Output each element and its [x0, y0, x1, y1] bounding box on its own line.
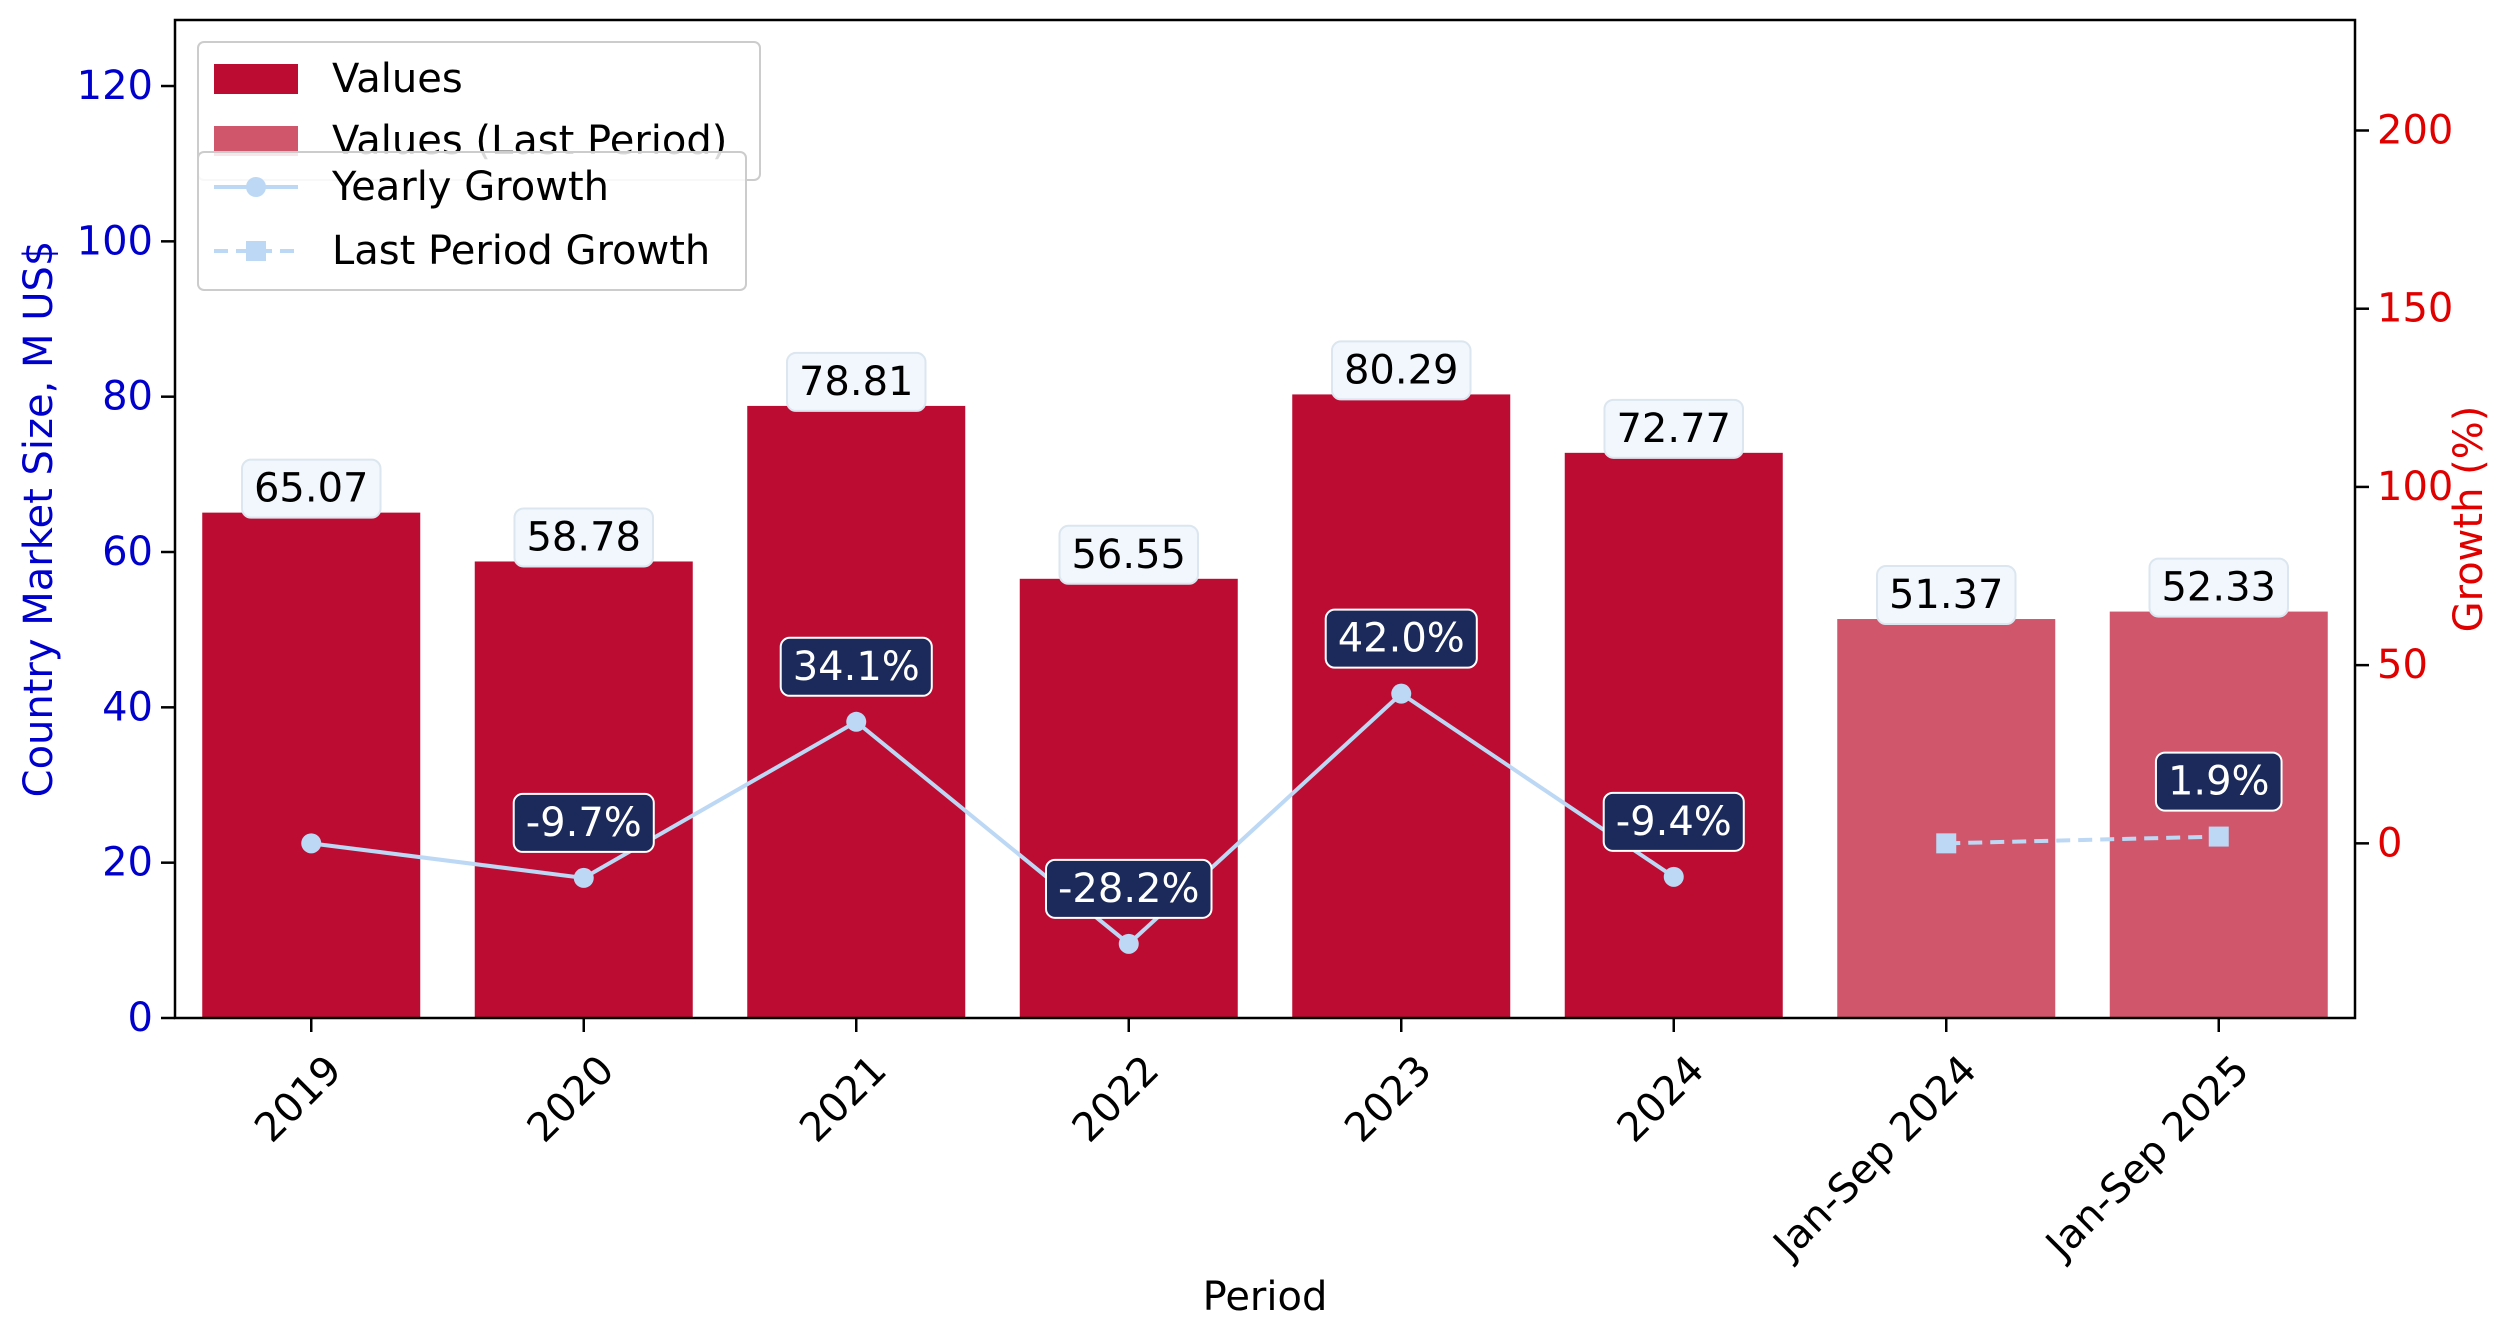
marker-circle-5	[1663, 866, 1684, 887]
x-tick-label-5: 2024	[1609, 1047, 1714, 1152]
marker-circle-0	[301, 833, 322, 854]
marker-circle-3	[1118, 933, 1139, 954]
bar-value-label-7-text: 52.33	[2161, 565, 2276, 611]
bar-value-label-6-box	[1875, 565, 2017, 626]
x-tick-label-6: Jan-Sep 2024	[1763, 1047, 1986, 1270]
bar-jan-sep-2025	[2109, 611, 2328, 1018]
bar-value-label-3-box	[1058, 524, 1200, 585]
growth-label-5-box	[1602, 791, 1745, 852]
bar-value-label-1-text: 58.78	[526, 514, 641, 560]
x-tick-label-2: 2021	[791, 1047, 896, 1152]
bar-value-label-0-text: 65.07	[254, 466, 369, 512]
bar-2024	[1564, 452, 1783, 1018]
bar-2023	[1292, 394, 1511, 1018]
left-y-axis-title: Country Market Size, M US$	[16, 241, 62, 798]
right-tick-label-50: 50	[2377, 642, 2428, 688]
line-yearly-growth	[310, 691, 1675, 947]
data-labels-layer: 65.07 58.78 78.81 56.55 80.29 72.77 51.37 52.33…	[240, 340, 2290, 919]
growth-label-3-box	[1044, 858, 1213, 919]
growth-label-2-box	[779, 636, 933, 697]
marker-circle-4	[1391, 683, 1412, 704]
bar-jan-sep-2024	[1837, 619, 2056, 1018]
left-tick-label-120: 120	[77, 63, 153, 109]
bar-2020	[474, 561, 693, 1018]
growth-label-1-text: -9.7%	[526, 800, 642, 846]
x-tick-label-7: Jan-Sep 2025	[2035, 1047, 2258, 1270]
growth-label-3-text: -28.2%	[1058, 866, 1200, 912]
growth-label-7-text: 1.9%	[2168, 759, 2270, 805]
legend-swatch-values	[214, 64, 298, 94]
left-tick-label-0: 0	[128, 995, 153, 1041]
right-tick-label-100: 100	[2377, 464, 2453, 510]
bar-value-label-0-box	[240, 458, 382, 519]
marker-circle-1	[573, 867, 594, 888]
right-y-axis: 0 50 100 150 200	[2355, 107, 2453, 866]
x-tick-label-4: 2023	[1336, 1047, 1441, 1152]
growth-label-2-text: 34.1%	[793, 644, 920, 690]
left-tick-label-100: 100	[77, 218, 153, 264]
right-y-axis-title: Growth (%)	[2446, 406, 2492, 633]
bar-2019	[202, 512, 421, 1018]
bar-value-label-6-text: 51.37	[1889, 572, 2004, 618]
bar-value-label-2-box	[785, 351, 927, 412]
bar-value-label-4-text: 80.29	[1344, 347, 1459, 393]
bar-value-label-5-text: 72.77	[1616, 406, 1731, 452]
growth-label-5-text: -9.4%	[1616, 799, 1732, 845]
left-tick-label-20: 20	[102, 840, 153, 886]
growth-lines-layer	[301, 683, 2229, 954]
x-tick-label-1: 2020	[519, 1047, 624, 1152]
bars-layer	[202, 394, 2328, 1019]
left-tick-label-40: 40	[102, 684, 153, 730]
left-tick-label-80: 80	[102, 374, 153, 420]
growth-label-1-box	[512, 792, 655, 853]
marker-square-7	[2208, 826, 2229, 847]
bar-value-label-5-box	[1603, 398, 1745, 459]
right-tick-label-0: 0	[2377, 820, 2402, 866]
bar-value-label-4-box	[1330, 340, 1472, 401]
bar-value-label-1-box	[513, 507, 655, 568]
x-axis-title: Period	[1203, 1274, 1328, 1320]
legend-marker-last-period-growth	[246, 241, 266, 261]
right-tick-label-150: 150	[2377, 286, 2453, 332]
x-tick-label-3: 2022	[1064, 1047, 1169, 1152]
legend-label-values: Values	[332, 56, 463, 102]
legend-label-last-period-growth: Last Period Growth	[332, 228, 710, 274]
legend-label-yearly-growth: Yearly Growth	[331, 164, 609, 210]
growth-label-7-box	[2154, 751, 2283, 812]
right-tick-label-200: 200	[2377, 107, 2453, 153]
marker-square-6	[1936, 833, 1957, 854]
bar-value-label-2-text: 78.81	[799, 359, 914, 405]
x-axis: 2019 2020 2021 2022 2023 2024 Jan-Sep 2024 Jan-…	[246, 1018, 2258, 1270]
x-tick-label-0: 2019	[246, 1047, 351, 1152]
bar-value-label-7-box	[2148, 557, 2290, 618]
bar-value-label-3-text: 56.55	[1071, 532, 1186, 578]
left-tick-label-60: 60	[102, 529, 153, 575]
line-last-period-growth	[1946, 834, 2219, 846]
growth-label-4-text: 42.0%	[1338, 616, 1465, 662]
legend-growth-box	[197, 151, 747, 291]
growth-label-4-box	[1324, 608, 1478, 669]
legend-growth: Yearly Growth Last Period Growth	[197, 151, 747, 291]
plot-frame	[173, 18, 2357, 1020]
left-y-axis: 0 20 40 60 80 100 120	[77, 63, 175, 1041]
legend-marker-yearly-growth	[246, 177, 266, 197]
marker-circle-2	[846, 711, 867, 732]
